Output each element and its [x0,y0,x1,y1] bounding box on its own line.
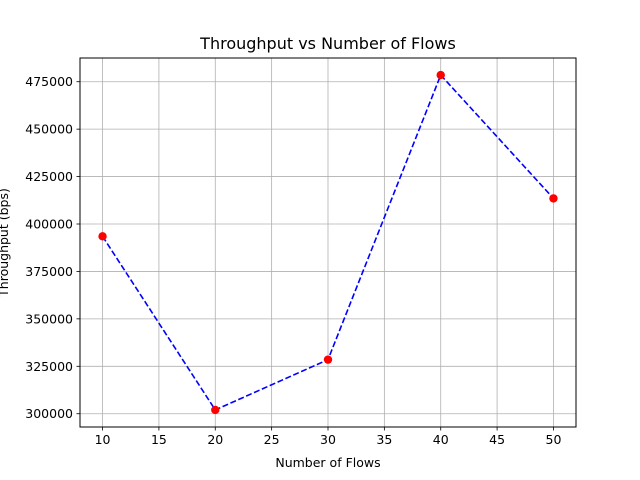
x-tick-label: 30 [320,432,336,447]
data-point [323,355,333,364]
grid-lines [80,58,576,427]
x-tick-label: 40 [433,432,449,447]
y-tick-label: 400000 [25,217,73,232]
x-tick-label: 45 [489,432,505,447]
x-axis-ticks: 10 15 20 25 30 35 40 45 50 [95,427,562,447]
x-tick-label: 35 [376,432,392,447]
x-tick-label: 10 [95,432,111,447]
data-point [211,405,220,415]
y-tick-label: 475000 [25,74,73,89]
chart-title: Throughput vs Number of Flows [199,34,456,53]
data-point [549,194,558,203]
x-tick-label: 20 [207,432,223,447]
y-tick-label: 300000 [25,406,73,421]
data-point [436,70,445,80]
x-tick-label: 25 [264,432,280,447]
y-tick-label: 450000 [25,122,73,137]
x-axis-label: Number of Flows [275,455,380,470]
y-axis-label: Throughput (bps) [0,188,11,298]
y-tick-label: 325000 [25,359,73,374]
x-tick-label: 15 [151,432,167,447]
y-tick-label: 350000 [25,311,73,326]
y-tick-label: 425000 [25,169,73,184]
plot-frame [79,57,577,428]
data-point [98,232,107,241]
y-tick-label: 375000 [25,264,73,279]
y-axis-ticks: 300000 325000 350000 375000 400000 425000 4500… [25,74,80,421]
series-layer [98,70,558,415]
x-tick-label: 50 [546,432,562,447]
